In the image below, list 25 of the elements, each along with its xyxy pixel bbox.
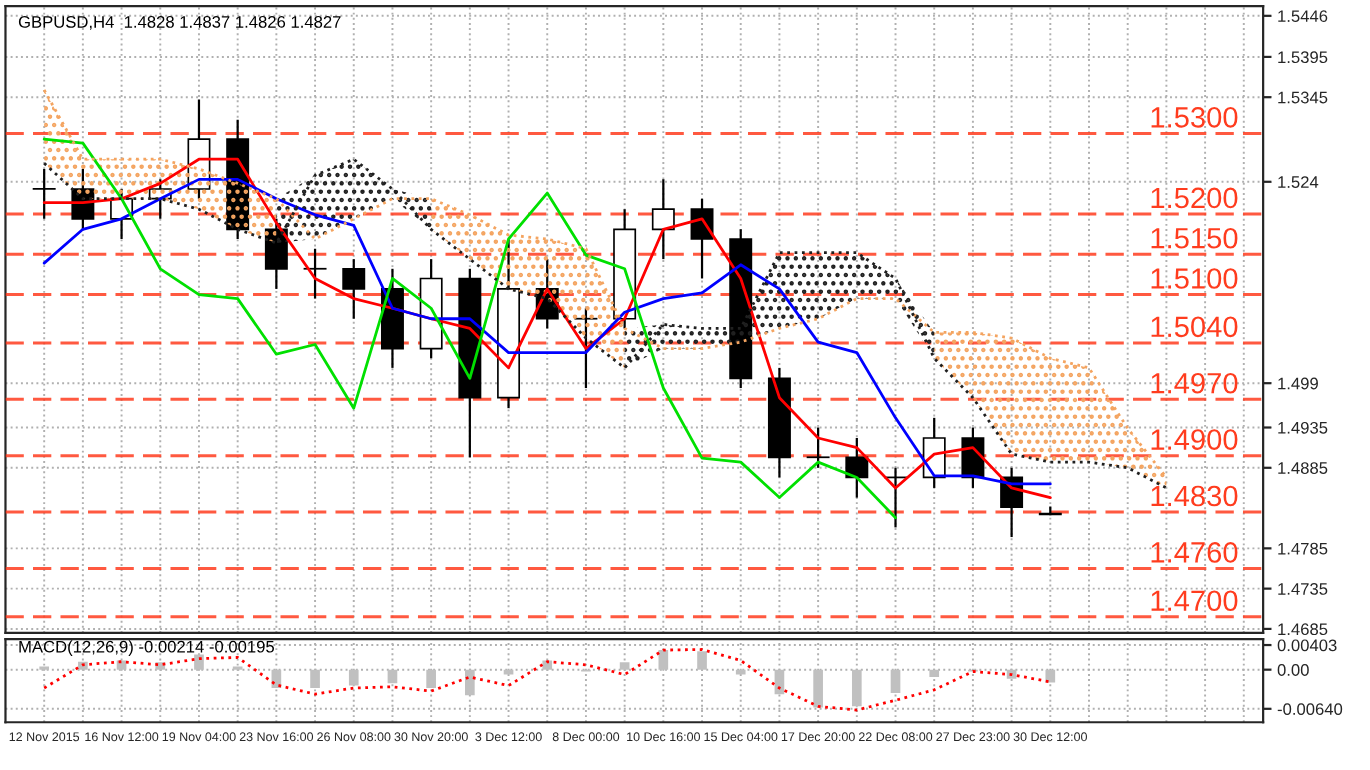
ref-line-label: 1.5150 [1151,227,1238,249]
ref-line-label: 1.5200 [1151,187,1238,209]
ref-line-label: 1.5100 [1151,268,1238,289]
y-tick-label: 1.524 [1278,176,1319,188]
y-tick-label: -0.00640 [1277,703,1343,716]
ref-line-label: 1.4830 [1151,485,1238,507]
y-tick-label: 1.4735 [1278,583,1328,595]
ref-line-label: 1.4900 [1151,429,1238,450]
y-tick-label: 1.4885 [1278,462,1328,474]
ref-line-label: 1.5300 [1151,107,1238,128]
y-tick-label: 1.4935 [1278,421,1328,434]
y-tick-label: 1.5446 [1278,10,1328,23]
y-tick-label: 1.5345 [1278,91,1328,104]
ref-line-label: 1.4760 [1151,542,1238,563]
chart-title: MACD(12,26,9) -0.00214 -0.00195 [19,640,274,656]
y-tick-label: 0.00403 [1277,639,1337,652]
ref-line-label: 1.5040 [1151,316,1238,338]
ref-line-label: 1.4700 [1151,590,1238,612]
y-tick-label: 1.4785 [1278,542,1328,555]
y-tick-label: 0.00 [1277,664,1309,676]
text: GBPUSD,H4 1.4828 1.4837 1.4826 1.4827 [18,16,341,30]
y-tick-label: 1.4685 [1278,623,1328,636]
y-tick-label: 1.5395 [1278,51,1328,64]
ref-line-label: 1.4970 [1151,372,1238,394]
y-tick-label: 1.499 [1278,377,1318,390]
